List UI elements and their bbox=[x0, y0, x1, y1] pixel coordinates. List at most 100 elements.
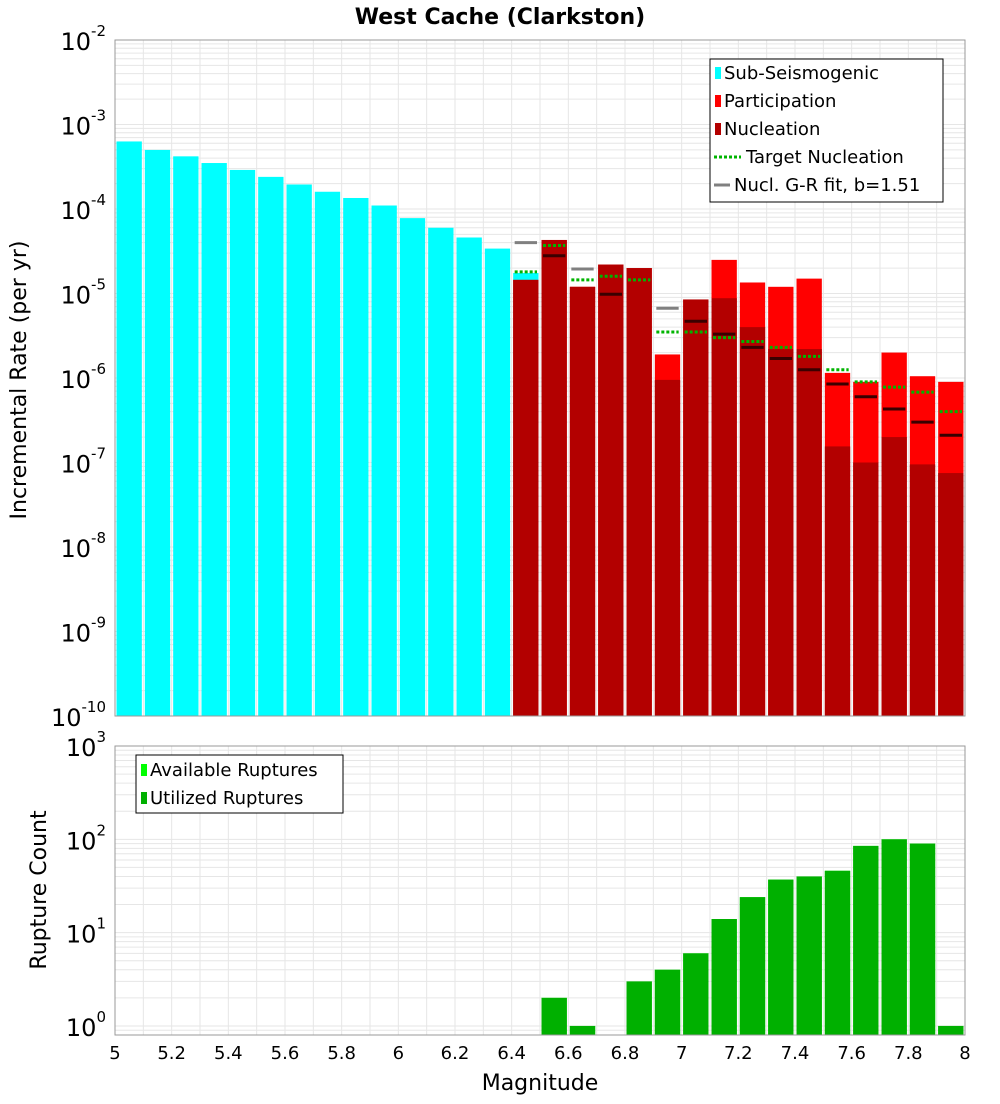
nucleation-bar bbox=[598, 264, 624, 716]
x-tick-label: 6.4 bbox=[497, 1043, 526, 1064]
x-tick-label: 5 bbox=[109, 1043, 120, 1064]
rate-y-tick-label: 10-10 bbox=[51, 698, 106, 732]
rate-y-tick-label: 10-2 bbox=[60, 22, 106, 56]
rate-y-tick-label: 10-7 bbox=[60, 445, 106, 479]
count-panel-frame bbox=[114, 745, 966, 1036]
sub-seismogenic-bar bbox=[343, 197, 369, 716]
utilized-ruptures-bar bbox=[853, 845, 879, 1035]
utilized-ruptures-bar bbox=[541, 997, 567, 1035]
count-bars bbox=[541, 839, 964, 1035]
x-tick-label: 5.4 bbox=[214, 1043, 243, 1064]
legend-label-available: Available Ruptures bbox=[150, 760, 318, 781]
rate-y-tick-label: 10-5 bbox=[60, 276, 106, 310]
legend-swatch-available bbox=[141, 764, 147, 776]
legend-label-nucleation: Nucleation bbox=[724, 119, 820, 140]
utilized-ruptures-bar bbox=[881, 839, 907, 1035]
x-tick-label: 5.8 bbox=[327, 1043, 356, 1064]
utilized-ruptures-bar bbox=[626, 981, 652, 1035]
rate-lines bbox=[514, 241, 962, 437]
nucleation-bar bbox=[569, 286, 596, 716]
count-y-tick-label: 100 bbox=[66, 1008, 106, 1042]
rate-y-tick-label: 10-3 bbox=[60, 107, 106, 141]
rate-legend-box bbox=[709, 58, 944, 203]
sub-seismogenic-bar bbox=[399, 218, 426, 716]
legend-swatch-nucleation bbox=[715, 123, 721, 135]
legend-swatch-participation bbox=[715, 95, 721, 107]
utilized-ruptures-bar bbox=[569, 1025, 596, 1035]
chart-title: West Cache (Clarkston) bbox=[355, 5, 645, 30]
sub-seismogenic-bar bbox=[144, 149, 171, 717]
utilized-ruptures-bar bbox=[768, 879, 794, 1035]
legend-label-utilized: Utilized Ruptures bbox=[150, 788, 303, 809]
sub-seismogenic-bar bbox=[371, 205, 397, 716]
rate-y-tick-label: 10-8 bbox=[60, 529, 106, 563]
x-tick-label: 7.6 bbox=[837, 1043, 866, 1064]
nucleation-bar bbox=[683, 299, 709, 716]
rate-y-tick-label: 10-6 bbox=[60, 360, 106, 394]
utilized-ruptures-bar bbox=[796, 876, 822, 1035]
x-tick-label: 6.8 bbox=[611, 1043, 640, 1064]
count-y-label: Rupture Count bbox=[27, 810, 52, 970]
nucleation-bar bbox=[626, 268, 652, 716]
x-tick-label: 6 bbox=[393, 1043, 404, 1064]
nucleation-bar bbox=[938, 473, 964, 716]
rate-y-label: Incremental Rate (per yr) bbox=[7, 241, 32, 520]
count-y-tick-label: 103 bbox=[66, 728, 106, 762]
sub-seismogenic-bar bbox=[258, 176, 284, 717]
x-tick-label: 7.4 bbox=[781, 1043, 810, 1064]
x-tick-label: 8 bbox=[959, 1043, 970, 1064]
nucleation-bar bbox=[768, 349, 794, 716]
utilized-ruptures-bar bbox=[683, 953, 709, 1035]
sub-seismogenic-bar bbox=[229, 169, 256, 716]
nucleation-bar bbox=[853, 462, 879, 716]
rate-bars bbox=[116, 141, 964, 717]
sub-seismogenic-bar bbox=[173, 156, 199, 716]
nucleation-bar bbox=[824, 446, 851, 716]
rate-y-tick-label: 10-4 bbox=[60, 191, 106, 225]
nucleation-bar bbox=[654, 379, 681, 716]
rate-y-ticks: 10-2 10-3 10-4 10-5 10-6 10-7 10-8 10-9 10-10 bbox=[51, 22, 106, 732]
legend-swatch-utilized bbox=[141, 792, 147, 804]
legend-label-sub-seismogenic: Sub-Seismogenic bbox=[724, 63, 879, 84]
legend-label-gr-fit: Nucl. G-R fit, b=1.51 bbox=[734, 175, 920, 196]
nucleation-bar bbox=[909, 464, 936, 716]
rate-legend: Sub-Seismogenic Participation Nucleation… bbox=[709, 58, 944, 203]
count-y-ticks: 103 102 101 100 bbox=[66, 728, 106, 1042]
x-tick-label: 5.6 bbox=[271, 1043, 300, 1064]
x-tick-label: 5.2 bbox=[157, 1043, 186, 1064]
sub-seismogenic-bar bbox=[286, 184, 312, 717]
utilized-ruptures-bar bbox=[711, 919, 737, 1035]
utilized-ruptures-bar bbox=[824, 870, 851, 1035]
nucleation-bar bbox=[513, 279, 539, 716]
nucleation-bar bbox=[881, 437, 907, 716]
x-tick-label: 6.2 bbox=[441, 1043, 470, 1064]
utilized-ruptures-bar bbox=[938, 1025, 964, 1035]
rate-y-tick-label: 10-9 bbox=[60, 614, 106, 648]
x-tick-label: 7.8 bbox=[894, 1043, 923, 1064]
sub-seismogenic-bar bbox=[314, 191, 341, 717]
rate-grid bbox=[114, 40, 966, 717]
x-ticks: 5 5.2 5.4 5.6 5.8 6 6.2 6.4 6.6 6.8 7 7.2 7.4 7.6 7.8 8 bbox=[109, 1043, 970, 1064]
sub-seismogenic-bar bbox=[116, 141, 142, 717]
count-y-tick-label: 102 bbox=[66, 821, 106, 855]
count-legend-box bbox=[135, 754, 344, 814]
legend-label-target-nucleation: Target Nucleation bbox=[745, 147, 904, 168]
nucleation-bar bbox=[739, 327, 766, 716]
count-legend: Available Ruptures Utilized Ruptures bbox=[135, 754, 344, 814]
legend-label-participation: Participation bbox=[724, 91, 836, 112]
x-axis-label: Magnitude bbox=[482, 1071, 599, 1096]
utilized-ruptures-bar bbox=[739, 897, 766, 1035]
nucleation-bar bbox=[796, 349, 822, 716]
x-tick-label: 7 bbox=[676, 1043, 687, 1064]
x-tick-label: 6.6 bbox=[554, 1043, 583, 1064]
sub-seismogenic-bar bbox=[484, 248, 511, 716]
rate-panel-frame bbox=[114, 39, 966, 717]
sub-seismogenic-bar bbox=[428, 227, 454, 716]
sub-seismogenic-bar bbox=[201, 163, 227, 716]
nucleation-bar bbox=[711, 298, 737, 716]
nucleation-bar bbox=[541, 239, 567, 716]
sub-seismogenic-bar bbox=[456, 237, 482, 717]
legend-swatch-sub-seismogenic bbox=[715, 67, 721, 79]
